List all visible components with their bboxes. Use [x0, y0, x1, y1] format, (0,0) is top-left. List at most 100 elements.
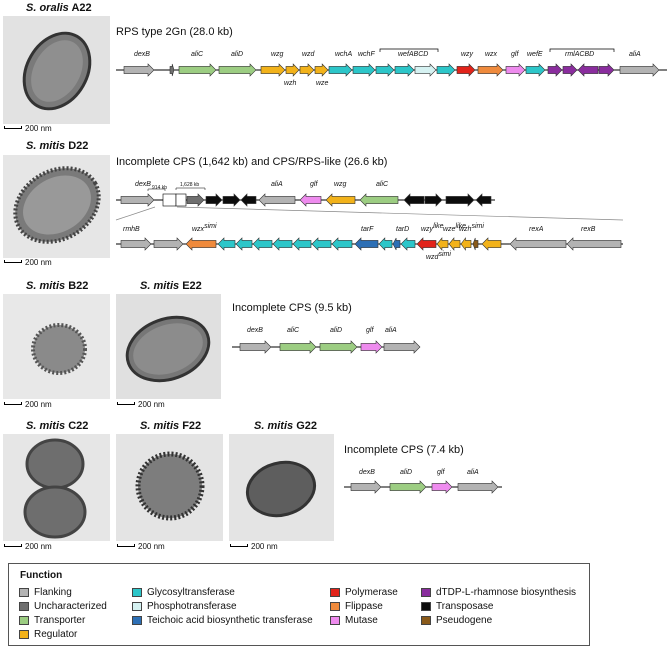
gene-aliC-arrow	[279, 340, 317, 354]
gene-rmlC-arrow	[562, 63, 578, 77]
swatch-phosphotransferase	[132, 602, 142, 611]
gene-label-wefE: wefE	[527, 51, 543, 58]
scale-bar-e22: 200 nm	[117, 400, 165, 409]
gene-label-wzd: wzdsimi	[426, 251, 451, 261]
gene-glf-arrow	[431, 480, 453, 494]
gene-gt7-arrow	[331, 237, 353, 251]
gene-map-b22-e22: dexB aliC aliD glf aliA	[232, 327, 421, 354]
gene-label-wchF: wchF	[358, 51, 375, 58]
gene-label-aliA: aliA	[629, 51, 641, 58]
gene-aliA-arrow	[258, 193, 296, 207]
gene-label-wchA: wchA	[335, 51, 352, 58]
gene-rexA-arrow	[509, 237, 567, 251]
strain-label-d22: S. mitis D22	[26, 140, 89, 152]
gene-dexB-arrow	[123, 63, 155, 77]
gene-label-wze: wzelike	[443, 223, 466, 233]
swatch-uncharacterized	[19, 602, 29, 611]
legend-item-regulator: Regulator	[19, 629, 77, 640]
gene-label-aliC: aliC	[287, 327, 300, 334]
gene-gt3-arrow	[252, 237, 273, 251]
bracket-rmlACBD	[549, 48, 615, 52]
swatch-polymerase	[330, 588, 340, 597]
legend-item-glycosyltransferase: Glycosyltransferase	[132, 587, 235, 598]
legend-title: Function	[20, 570, 63, 581]
gene-label-dexB: dexB	[134, 51, 150, 58]
scale-bar-f22: 200 nm	[117, 542, 165, 551]
gene-aliA-arrow	[619, 63, 660, 77]
gene-label-dexB: dexB	[359, 469, 375, 476]
gene-gt2-arrow	[235, 237, 253, 251]
strain-label-f22: S. mitis F22	[140, 420, 202, 432]
gene-wze-arrow	[314, 63, 329, 77]
gene-wzd-arrow	[299, 63, 315, 77]
gene-unk1-arrow	[186, 193, 205, 207]
gene-dexB-arrow	[239, 340, 272, 354]
bracket-wefABCD	[379, 48, 439, 52]
micrograph-d22	[3, 155, 110, 258]
gene-wzg-arrow	[481, 237, 502, 251]
gene-aliD-arrow	[218, 63, 257, 77]
gene-wzd-arrow	[448, 237, 461, 251]
gene-label-wzg: wzg	[271, 51, 284, 58]
gene-map-c22-f22-g22: dexB aliD glf aliA	[344, 469, 502, 494]
gene-label-wzx: wzx	[485, 51, 498, 58]
gene-map-d22-bottom: rmhB wzxsimi tarF tarD wzylike wzelike w…	[116, 223, 623, 261]
gene-wefB-arrow	[394, 63, 415, 77]
legend-item-mutase: Mutase	[330, 615, 378, 626]
gene-label-aliC: aliC	[191, 51, 204, 58]
gene-wefD-arrow	[436, 63, 456, 77]
gene-aliA-arrow	[383, 340, 421, 354]
swatch-pseudogene	[421, 616, 431, 625]
swatch-flippase	[330, 602, 340, 611]
gene-label-wefABCD: wefABCD	[398, 51, 428, 58]
gene-label-glf: glf	[437, 469, 445, 476]
swatch-rhamnose	[421, 588, 431, 597]
swatch-mutase	[330, 616, 340, 625]
gene-wzy-arrow	[456, 63, 476, 77]
gene-tp6-arrow	[445, 193, 475, 207]
gene-tp4-arrow	[403, 193, 425, 207]
gene-wchF-arrow	[352, 63, 376, 77]
gene-aliD-arrow	[389, 480, 427, 494]
heading-d22: Incomplete CPS (1,642 kb) and CPS/RPS-li…	[116, 156, 388, 168]
gene-label-dexB: dexB	[135, 181, 151, 188]
gene-tarD-arrow	[392, 237, 401, 251]
gene-label-rexA: rexA	[529, 226, 544, 233]
gene-pseudo-arrow	[472, 237, 479, 251]
strain-label-c22: S. mitis C22	[26, 420, 89, 432]
strain-label-g22: S. mitis G22	[254, 420, 317, 432]
gene-rmlD-arrow	[598, 63, 615, 77]
gene-label-wzh: wzh	[284, 80, 297, 87]
gene-label-rmlACBD: rmlACBD	[565, 51, 594, 58]
micrograph-f22	[116, 434, 223, 541]
gene-label-aliA: aliA	[385, 327, 397, 334]
gene-label-tarF: tarF	[361, 226, 374, 233]
gene-label-glf: glf	[310, 181, 318, 188]
scale-bar-g22: 200 nm	[230, 542, 278, 551]
swatch-glycosyltransferase	[132, 588, 142, 597]
gene-label-rexB: rexB	[581, 226, 596, 233]
zoom-line-right	[176, 206, 624, 221]
legend-item-flanking: Flanking	[19, 587, 72, 598]
legend-item-transporter: Transporter	[19, 615, 85, 626]
gene-wzg-arrow	[260, 63, 286, 77]
gene-map-a22: dexB aliC aliD wzg wzh wzd wze wchA wchF…	[116, 48, 667, 87]
micrograph-e22	[116, 294, 221, 399]
gene-label-wzd: wzd	[302, 51, 316, 58]
gene-aliA-arrow	[457, 480, 499, 494]
gene-tarF-arrow	[354, 237, 379, 251]
gene-map-d22-top: dexB 914 kb 1,628 kb aliA glf wzg aliC	[115, 181, 624, 221]
gene-wefA-arrow	[375, 63, 395, 77]
gap-box-1628	[175, 193, 187, 207]
swatch-flanking	[19, 588, 29, 597]
gene-gt8-arrow	[378, 237, 393, 251]
gene-label-rmhB: rmhB	[123, 226, 140, 233]
scale-bar-c22: 200 nm	[4, 542, 52, 551]
legend-item-teichoic: Teichoic acid biosynthetic transferase	[132, 615, 313, 626]
bracket-1628kb	[175, 187, 206, 190]
swatch-teichoic	[132, 616, 142, 625]
gene-wze-arrow	[436, 237, 449, 251]
heading-a22: RPS type 2Gn (28.0 kb)	[116, 26, 233, 38]
gene-wzx-arrow	[477, 63, 504, 77]
gap-label-914kb: 914 kb	[152, 185, 167, 191]
